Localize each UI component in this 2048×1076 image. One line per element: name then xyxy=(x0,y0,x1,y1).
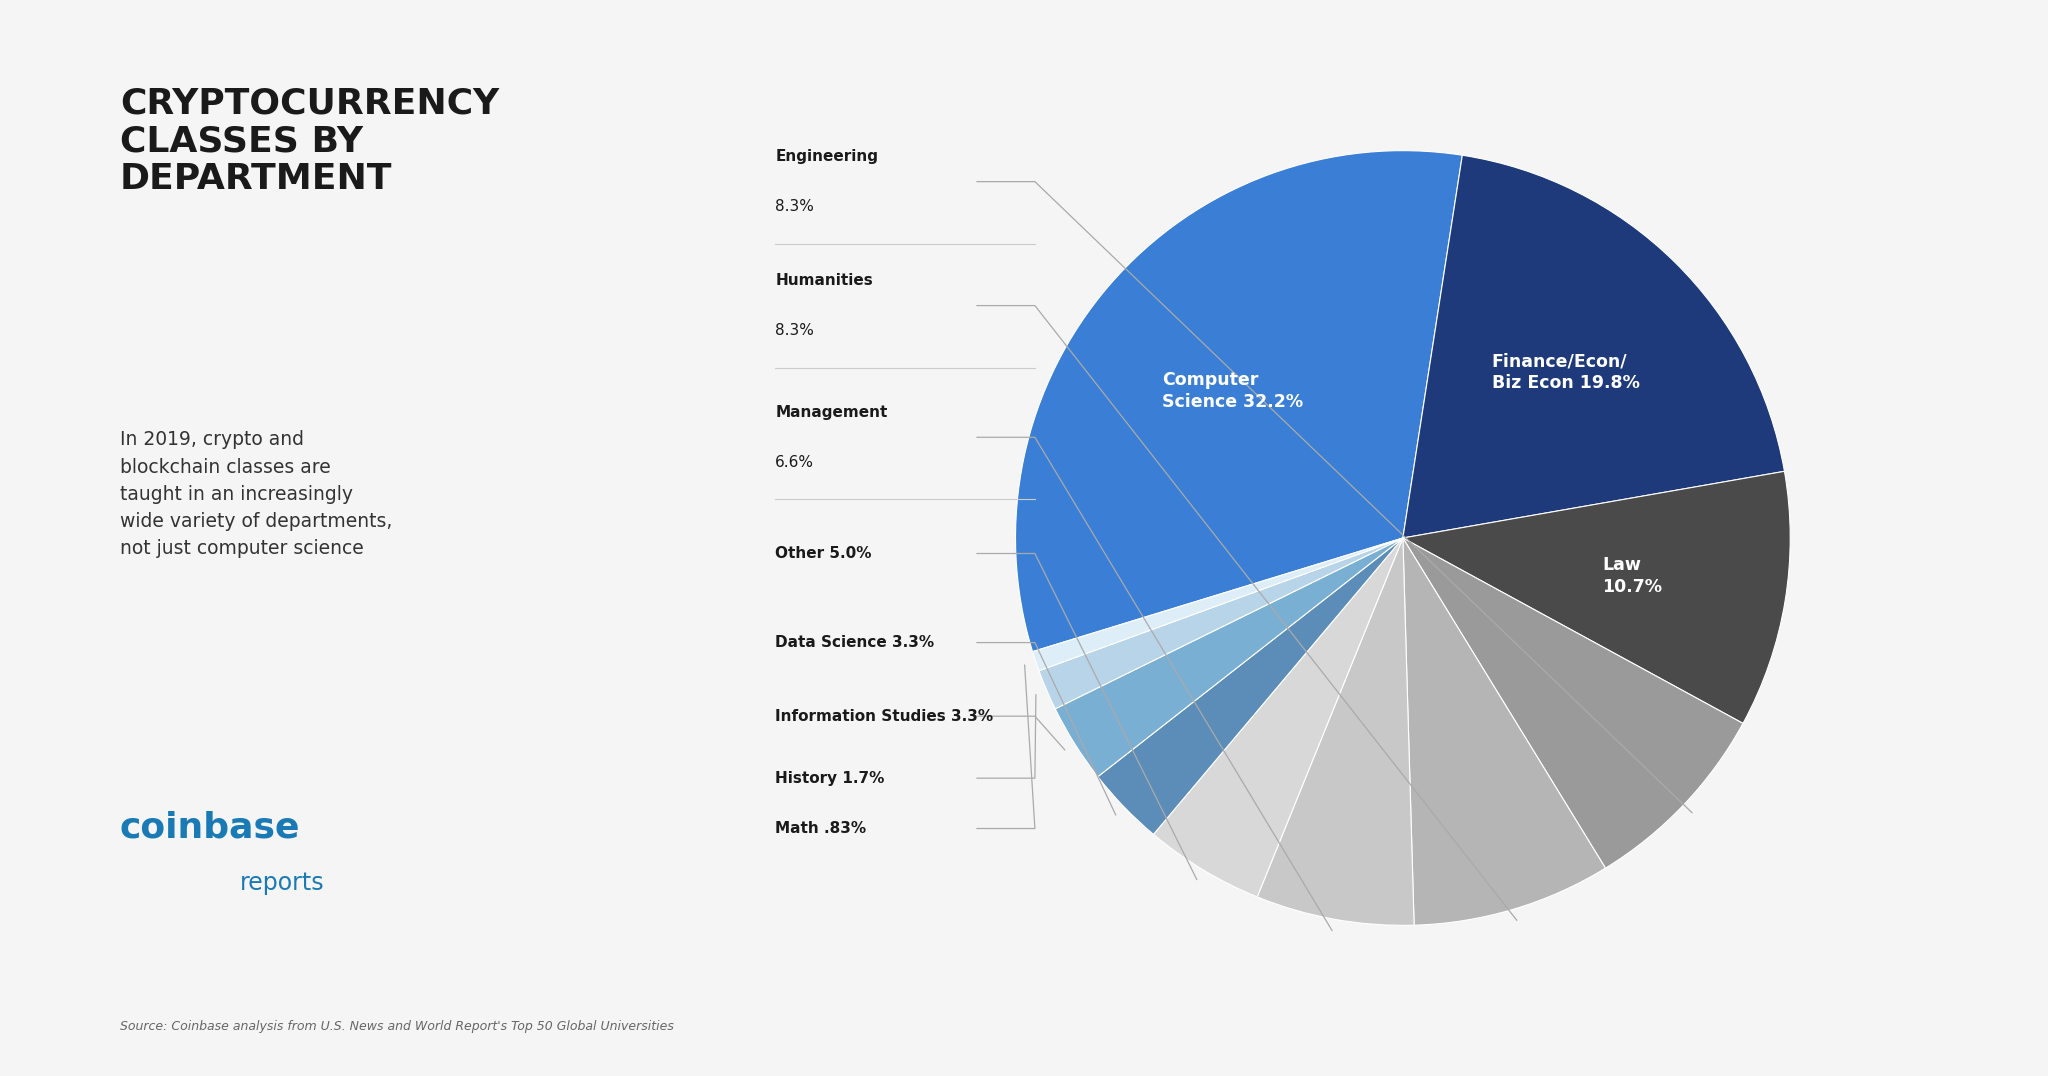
Wedge shape xyxy=(1038,538,1403,709)
Text: reports: reports xyxy=(240,872,324,895)
Wedge shape xyxy=(1055,538,1403,777)
Text: Data Science 3.3%: Data Science 3.3% xyxy=(776,635,934,650)
Text: Information Studies 3.3%: Information Studies 3.3% xyxy=(776,709,993,724)
Text: Source: Coinbase analysis from U.S. News and World Report's Top 50 Global Univer: Source: Coinbase analysis from U.S. News… xyxy=(119,1020,674,1033)
Text: Humanities: Humanities xyxy=(776,273,872,288)
Text: Other 5.0%: Other 5.0% xyxy=(776,546,872,561)
Wedge shape xyxy=(1032,538,1403,670)
Text: Engineering: Engineering xyxy=(776,148,879,164)
Wedge shape xyxy=(1403,471,1790,723)
Wedge shape xyxy=(1153,538,1403,897)
Wedge shape xyxy=(1403,538,1743,868)
Text: Computer
Science 32.2%: Computer Science 32.2% xyxy=(1163,371,1305,411)
Text: In 2019, crypto and
blockchain classes are
taught in an increasingly
wide variet: In 2019, crypto and blockchain classes a… xyxy=(119,430,391,558)
Text: Finance/Econ/
Biz Econ 19.8%: Finance/Econ/ Biz Econ 19.8% xyxy=(1491,352,1640,393)
Wedge shape xyxy=(1403,538,1606,925)
Wedge shape xyxy=(1257,538,1413,925)
Text: 8.3%: 8.3% xyxy=(776,323,815,338)
Text: CRYPTOCURRENCY
CLASSES BY
DEPARTMENT: CRYPTOCURRENCY CLASSES BY DEPARTMENT xyxy=(119,86,500,196)
Text: Math .83%: Math .83% xyxy=(776,821,866,836)
Wedge shape xyxy=(1016,151,1462,652)
Text: coinbase: coinbase xyxy=(119,810,301,845)
Wedge shape xyxy=(1403,155,1784,538)
Wedge shape xyxy=(1098,538,1403,834)
Text: Law
10.7%: Law 10.7% xyxy=(1602,555,1663,596)
Text: 8.3%: 8.3% xyxy=(776,199,815,214)
Text: Management: Management xyxy=(776,405,887,420)
Text: 6.6%: 6.6% xyxy=(776,455,815,470)
Text: History 1.7%: History 1.7% xyxy=(776,770,885,785)
